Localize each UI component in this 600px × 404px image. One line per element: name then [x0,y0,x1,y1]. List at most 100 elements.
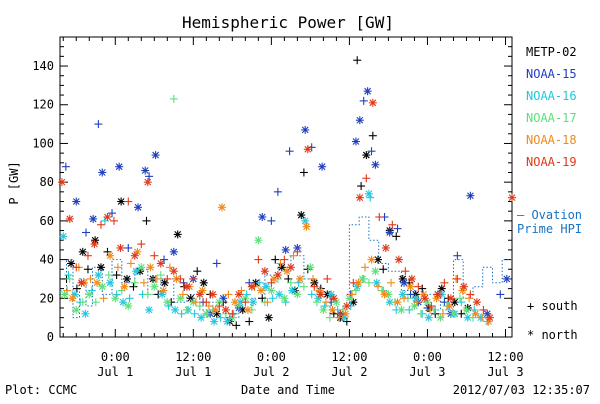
plot-frame [59,36,513,338]
marker-stroke [301,126,309,134]
marker-stroke [218,203,226,211]
data-point-noaa-17 [78,298,87,307]
data-point-noaa-18 [146,263,155,272]
data-point-metp-02 [67,259,76,268]
marker-stroke [145,306,153,314]
data-point-noaa-19 [260,267,269,276]
data-point-metp-02 [186,294,195,303]
data-point-metp-02 [357,182,366,191]
data-point-noaa-19 [202,298,211,307]
marker-stroke [174,231,182,238]
marker-stroke [134,203,142,211]
marker-stroke [369,99,377,107]
marker-stroke [316,287,323,294]
marker-stroke [68,294,76,302]
data-point-noaa-15 [89,214,98,223]
data-point-noaa-16 [216,313,225,322]
data-point-noaa-19 [355,193,364,202]
data-point-noaa-16 [236,298,245,307]
data-point-noaa-18 [439,309,448,318]
x-tick-date-label: Jul 1 [97,365,133,379]
data-point-noaa-19 [349,278,358,287]
marker-stroke [93,279,101,287]
marker-stroke [183,283,191,291]
data-point-noaa-19 [72,263,81,272]
marker-stroke [119,298,127,306]
data-point-noaa-17 [371,267,380,276]
data-point-metp-02 [437,284,446,293]
data-point-noaa-18 [367,255,376,264]
data-point-noaa-19 [362,174,371,183]
data-point-noaa-16 [457,298,466,307]
y-tick-label: 0 [47,330,54,344]
marker-stroke [372,161,379,169]
legend-entry: METP-02 [526,45,577,59]
data-point-metp-02 [83,265,92,274]
marker-stroke [373,279,381,287]
data-point-noaa-16 [210,317,219,326]
marker-stroke [117,198,125,205]
data-point-noaa-15 [115,162,124,171]
marker-stroke [386,298,394,306]
marker-stroke [171,306,179,314]
x-tick-date-label: Jul 3 [409,365,445,379]
data-point-noaa-18 [445,302,454,311]
data-point-noaa-15 [466,191,475,200]
data-point-noaa-15 [301,125,310,134]
marker-stroke [297,211,305,219]
legend-entry: NOAA-17 [526,111,577,125]
data-point-noaa-19 [472,298,481,307]
data-point-noaa-16 [353,282,362,291]
marker-stroke [466,192,474,200]
data-point-noaa-18 [321,298,330,307]
marker-stroke [349,298,357,306]
marker-stroke [170,267,178,275]
legend-marker-south: + south [527,299,578,313]
marker-stroke [144,178,152,186]
marker-stroke [382,244,390,252]
legend-entry: NOAA-18 [526,133,577,147]
data-point-noaa-18 [230,298,239,307]
data-point-noaa-16 [268,294,277,303]
marker-stroke [463,306,470,314]
data-point-noaa-15 [108,209,117,218]
marker-stroke [346,294,353,302]
marker-stroke [106,279,114,287]
plot-credit: Plot: CCMC [5,383,77,397]
marker-stroke [235,291,243,298]
marker-stroke [231,298,239,306]
data-point-noaa-18 [99,294,108,303]
data-point-noaa-19 [109,216,118,225]
marker-stroke [199,287,206,294]
marker-stroke [91,240,98,248]
data-point-noaa-16 [59,232,68,241]
data-point-noaa-16 [372,278,381,287]
marker-stroke [407,283,414,291]
marker-stroke [503,275,511,283]
marker-stroke [222,306,230,314]
data-point-noaa-17 [202,309,211,318]
data-point-metp-02 [142,216,151,225]
data-point-noaa-19 [77,278,86,287]
marker-stroke [408,275,416,283]
marker-stroke [447,294,455,302]
marker-stroke [483,310,491,318]
data-point-noaa-19 [414,282,423,291]
data-point-noaa-19 [130,251,139,260]
data-point-metp-02 [72,284,81,293]
data-point-noaa-18 [165,263,174,272]
data-point-noaa-18 [159,286,168,295]
data-point-noaa-19 [57,178,66,187]
data-point-noaa-19 [273,271,282,280]
data-point-noaa-16 [132,267,141,276]
data-point-noaa-17 [449,309,458,318]
data-point-noaa-15 [400,278,409,287]
data-point-noaa-19 [234,290,243,299]
marker-stroke [223,318,231,325]
data-point-noaa-16 [197,313,206,322]
marker-stroke [61,291,68,298]
y-axis-label: P [GW] [7,161,21,204]
data-point-noaa-18 [295,274,304,283]
x-tick-date-label: Jul 3 [487,365,523,379]
